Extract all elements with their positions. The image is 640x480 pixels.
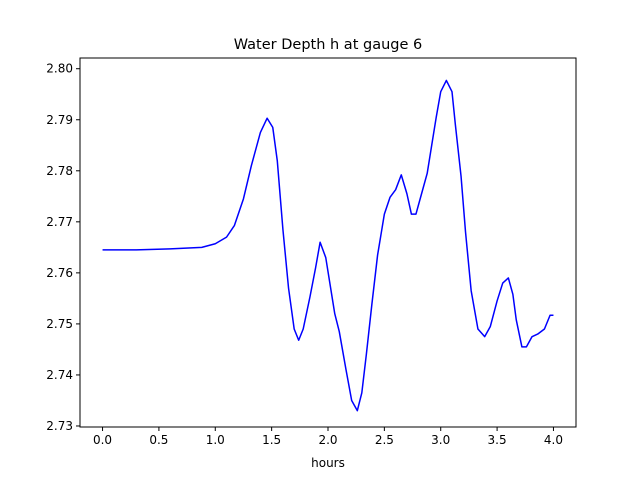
y-tick-label: 2.80	[46, 62, 73, 76]
x-tick-label: 1.5	[262, 433, 281, 447]
y-tick-label: 2.74	[46, 368, 73, 382]
y-tick-label: 2.76	[46, 266, 73, 280]
chart-title: Water Depth h at gauge 6	[234, 37, 422, 53]
y-tick-label: 2.77	[46, 215, 73, 229]
x-tick-label: 2.0	[318, 433, 337, 447]
y-tick-label: 2.79	[46, 113, 73, 127]
y-tick-label: 2.75	[46, 317, 73, 331]
series-line-0	[102, 79, 554, 412]
x-tick-label: 1.0	[206, 433, 225, 447]
x-tick-label: 3.0	[431, 433, 450, 447]
x-tick-label: 0.5	[149, 433, 168, 447]
y-tick-label: 2.73	[46, 419, 73, 433]
x-tick-label: 0.0	[93, 433, 112, 447]
x-tick-label: 4.0	[544, 433, 563, 447]
plot-area: 0.0 0.5 1.0 1.5 2.0 2.5 3.0 3.5 4.0 2.73 2.74 2.75 2…	[46, 57, 577, 447]
y-tick-label: 2.78	[46, 164, 73, 178]
x-tick-label: 2.5	[375, 433, 394, 447]
x-tick-label: 3.5	[488, 433, 507, 447]
x-axis-label: hours	[311, 456, 345, 470]
